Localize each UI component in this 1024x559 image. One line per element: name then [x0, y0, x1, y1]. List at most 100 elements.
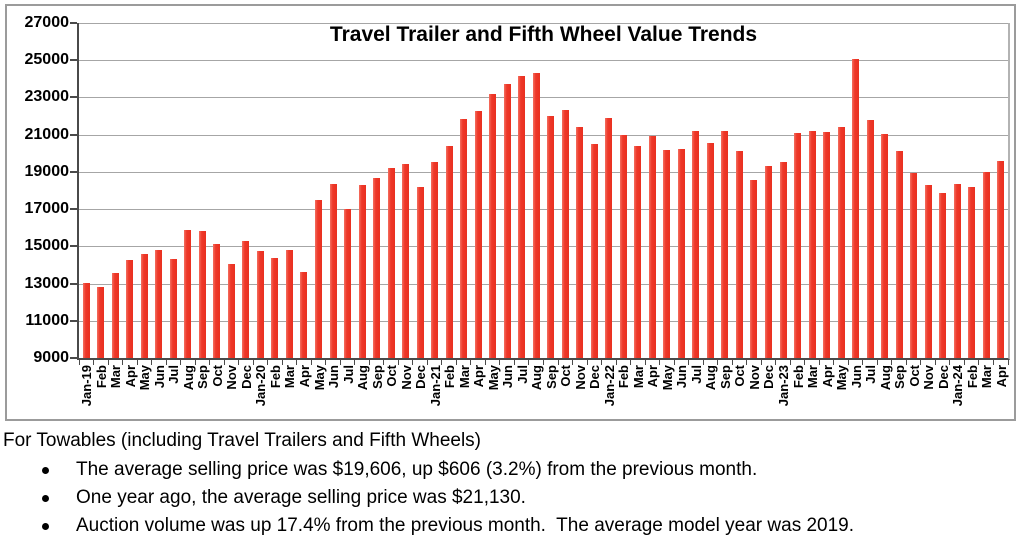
x-axis-tick: [644, 360, 646, 365]
bar: [634, 145, 642, 358]
gridline: [79, 246, 1008, 248]
x-axis-tick: [339, 360, 341, 365]
bar: [735, 150, 743, 358]
x-axis-label: Aug: [529, 365, 545, 391]
x-axis-label: Mar: [805, 365, 821, 389]
x-axis-tick: [804, 360, 806, 365]
bar: [358, 184, 366, 358]
x-axis-tick: [746, 360, 748, 365]
x-axis-tick: [470, 360, 472, 365]
x-axis-tick: [252, 360, 254, 365]
gridline: [79, 171, 1008, 173]
x-axis-label: Feb: [267, 365, 283, 389]
bullet-list: The average selling price was $19,606, u…: [3, 456, 1019, 540]
x-axis-label: May: [659, 365, 675, 391]
bar: [547, 116, 555, 358]
x-axis-label: Jul: [514, 365, 530, 384]
bar: [97, 287, 105, 358]
gridline: [79, 23, 1008, 24]
y-axis-tick: [70, 319, 77, 322]
bar: [721, 130, 729, 358]
bar: [532, 73, 540, 358]
bar: [474, 111, 482, 358]
x-axis-tick: [688, 360, 690, 365]
x-axis-label: Aug: [180, 365, 196, 391]
x-axis-tick: [426, 360, 428, 365]
bar: [416, 186, 424, 358]
bullet-item: One year ago, the average selling price …: [3, 484, 1019, 512]
x-axis-label: Oct: [384, 365, 400, 387]
y-axis-label: 9000: [33, 349, 69, 366]
x-axis-label: Feb: [442, 365, 458, 389]
y-axis-label: 27000: [24, 14, 70, 31]
bar: [198, 230, 206, 358]
y-axis-tick: [70, 133, 77, 136]
x-axis-label: Nov: [398, 365, 414, 390]
bar: [445, 145, 453, 358]
plot-area: Jan-19 Feb Mar Apr May Jun Jul Aug Sep Oct Nov Dec J…: [70, 22, 1010, 406]
y-axis-tick: [70, 357, 77, 359]
bar: [939, 193, 947, 358]
bar: [111, 273, 119, 358]
x-axis-label: Apr: [819, 365, 835, 388]
bullet-dot: [42, 523, 49, 530]
gridline: [79, 320, 1008, 322]
x-axis-tick: [601, 360, 603, 365]
bar: [779, 161, 787, 358]
x-axis-tick: [630, 360, 632, 365]
x-axis-label: Dec: [935, 365, 951, 389]
x-axis-tick: [397, 360, 399, 365]
x-axis-tick: [368, 360, 370, 365]
x-axis-tick: [513, 360, 515, 365]
x-axis-label: Dec: [761, 365, 777, 389]
bar: [155, 250, 163, 358]
bar: [227, 264, 235, 358]
y-axis-label: 21000: [24, 125, 70, 143]
bar: [764, 166, 772, 358]
bar: [895, 150, 903, 358]
bar: [561, 110, 569, 358]
x-axis-tick: [499, 360, 501, 365]
bar: [271, 257, 279, 358]
x-axis-tick: [717, 360, 719, 365]
y-axis-label: 13000: [24, 274, 70, 292]
x-axis-label: Mar: [630, 365, 646, 389]
bar: [140, 253, 148, 358]
x-axis-label: Jul: [340, 365, 356, 384]
y-axis-label: 17000: [24, 200, 70, 218]
x-axis-tick: [978, 360, 980, 365]
x-axis-tick: [862, 360, 864, 365]
bar: [82, 282, 90, 358]
x-axis-tick: [267, 360, 269, 365]
bar: [677, 148, 685, 358]
bar: [968, 186, 976, 358]
bar: [300, 272, 308, 358]
bar: [910, 172, 918, 358]
x-axis-label: Nov: [572, 365, 588, 390]
x-axis-label: Jan-24: [950, 365, 966, 407]
y-axis-tick: [70, 245, 77, 248]
gridline: [79, 283, 1008, 285]
x-axis-tick: [847, 360, 849, 365]
bar: [373, 178, 381, 358]
gridline: [79, 60, 1008, 62]
bar: [866, 119, 874, 358]
x-axis-label: Jun: [500, 365, 516, 389]
x-axis-tick: [572, 360, 574, 365]
bar: [750, 180, 758, 358]
x-axis-tick: [528, 360, 530, 365]
x-axis-tick: [760, 360, 762, 365]
x-axis-label: May: [311, 365, 327, 391]
x-axis-label: Jun: [674, 365, 690, 389]
x-axis-tick: [194, 360, 196, 365]
footer-heading: For Towables (including Travel Trailers …: [3, 430, 482, 451]
x-axis-tick: [905, 360, 907, 365]
x-axis-label: Jan-19: [79, 365, 95, 407]
bar: [387, 168, 395, 358]
x-axis-label: Apr: [645, 365, 661, 388]
bar: [997, 160, 1005, 358]
y-axis: 9000 11000 13000 15000 17000 19000 21000 23000 2…: [7, 14, 71, 366]
x-axis-label: Sep: [892, 365, 908, 389]
bar: [837, 127, 845, 358]
x-axis-tick: [673, 360, 675, 365]
